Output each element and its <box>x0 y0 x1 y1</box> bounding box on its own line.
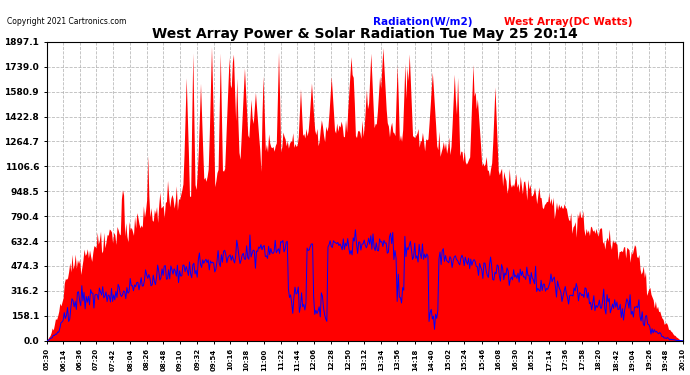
Text: Copyright 2021 Cartronics.com: Copyright 2021 Cartronics.com <box>7 17 126 26</box>
Text: West Array(DC Watts): West Array(DC Watts) <box>504 17 632 27</box>
Title: West Array Power & Solar Radiation Tue May 25 20:14: West Array Power & Solar Radiation Tue M… <box>152 27 578 40</box>
Text: Radiation(W/m2): Radiation(W/m2) <box>373 17 472 27</box>
